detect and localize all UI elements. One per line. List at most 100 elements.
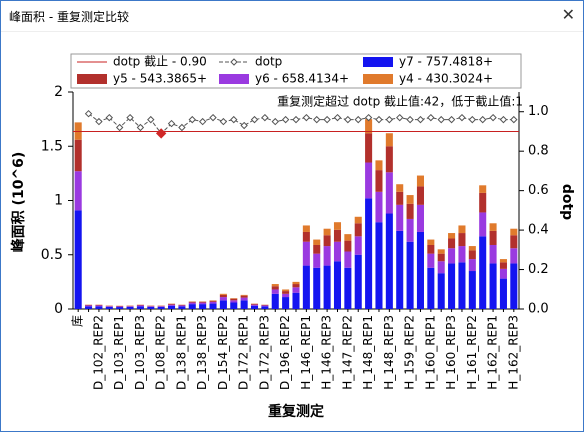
bar-segment xyxy=(334,261,341,309)
x-tick-label: D_103_REP1 xyxy=(112,315,126,390)
y2-tick-label: 1.0 xyxy=(528,104,549,119)
bar-segment xyxy=(344,241,351,252)
bar-segment xyxy=(168,305,175,306)
bar-segment xyxy=(365,198,372,309)
dotp-marker xyxy=(262,115,268,121)
x-tick-label: H_148_REP1 xyxy=(361,315,375,390)
x-tick-label: H_160_REP3 xyxy=(444,315,458,390)
x-tick-label: H_147_REP2 xyxy=(340,315,354,390)
bar-segment xyxy=(199,303,206,305)
bar-segment xyxy=(490,245,497,263)
bar-segment xyxy=(438,273,445,309)
dotp-marker xyxy=(334,115,340,121)
bar-segment xyxy=(106,306,113,307)
bar-segment xyxy=(469,250,476,259)
y-axis-label: 峰面积 (10^6) xyxy=(10,152,27,253)
bar-segment xyxy=(220,294,227,295)
bar-segment xyxy=(189,303,196,305)
dotp-marker xyxy=(324,117,330,123)
y-tick-label: 0 xyxy=(54,301,63,317)
legend-symbol xyxy=(363,74,393,84)
y2-tick-label: 0.2 xyxy=(528,262,549,277)
bar-segment xyxy=(189,304,196,309)
y-tick-label: 1.5 xyxy=(41,138,63,154)
y2-tick-label: 0.6 xyxy=(528,183,549,198)
bar-segment xyxy=(375,170,382,192)
bar-segment xyxy=(116,307,123,309)
dotp-marker xyxy=(200,119,206,125)
bar-segment xyxy=(303,225,310,232)
x-tick-label: D_138_REP3 xyxy=(195,315,209,390)
y-tick-label: 2 xyxy=(54,84,63,100)
bar-segment xyxy=(427,240,434,245)
legend-label: y7 - 757.4818+ xyxy=(399,55,493,69)
legend-symbol xyxy=(219,74,249,84)
dotp-marker xyxy=(449,117,455,123)
bar-segment xyxy=(230,302,237,309)
bar-segment xyxy=(365,133,372,162)
bar-segment xyxy=(251,304,258,305)
bar-segment xyxy=(230,300,237,302)
bar-segment xyxy=(417,176,424,187)
bar-segment xyxy=(510,235,517,248)
bar-segment xyxy=(292,284,299,287)
bar-segment xyxy=(324,246,331,266)
dotp-marker xyxy=(417,117,423,123)
x-tick-label: H_148_REP3 xyxy=(382,315,396,390)
bar-segment xyxy=(178,305,185,306)
bar-segment xyxy=(95,305,102,306)
bar-segment xyxy=(209,301,216,302)
bar-segment xyxy=(417,205,424,232)
dotp-marker xyxy=(117,125,123,131)
bar-segment xyxy=(417,232,424,309)
bar-segment xyxy=(355,217,362,224)
bar-segment xyxy=(313,268,320,309)
x-tick-label: D_172_REP1 xyxy=(237,315,251,390)
annotation: 重复测定超过 dotp 截止值:42，低于截止值:1 xyxy=(277,94,523,109)
bar-segment xyxy=(490,223,497,231)
dotp-marker xyxy=(241,123,247,129)
x-tick-label: H_146_REP1 xyxy=(299,315,313,390)
bar-segment xyxy=(261,305,268,306)
y-tick-label: 1 xyxy=(54,193,63,209)
bar-segment xyxy=(334,230,341,242)
bar-segment xyxy=(427,245,434,254)
bar-segment xyxy=(95,306,102,309)
bar-segment xyxy=(417,186,424,204)
window-title: 峰面积 - 重复测定比较 xyxy=(9,8,129,25)
bar-segment xyxy=(158,307,165,309)
bar-segment xyxy=(344,268,351,309)
bar-segment xyxy=(75,210,82,309)
bar-segment xyxy=(375,192,382,222)
x-tick-label: D_172_REP3 xyxy=(257,315,271,390)
bar-segment xyxy=(272,284,279,286)
y2-tick-label: 0.4 xyxy=(528,223,549,238)
dotp-marker xyxy=(438,117,444,123)
bar-segment xyxy=(324,235,331,246)
y2-tick-label: 0.0 xyxy=(528,302,549,317)
legend-label: y6 - 658.4134+ xyxy=(255,72,349,86)
bar-segment xyxy=(292,293,299,309)
bar-segment xyxy=(427,254,434,268)
close-button[interactable]: ✕ xyxy=(562,5,575,24)
bar-segment xyxy=(407,242,414,309)
bar-segment xyxy=(158,306,165,307)
bar-segment xyxy=(438,261,445,273)
bar-segment xyxy=(147,306,154,307)
x-tick-label: D_196_REP2 xyxy=(278,315,292,390)
x-tick-label: D_108_REP2 xyxy=(154,315,168,390)
bar-segment xyxy=(438,249,445,253)
bar-segment xyxy=(386,172,393,213)
bar-segment xyxy=(272,286,279,289)
bar-segment xyxy=(106,307,113,309)
bar-segment xyxy=(510,229,517,236)
x-tick-label: H_160_REP1 xyxy=(423,315,437,390)
dotp-marker xyxy=(157,129,166,138)
bar-segment xyxy=(500,262,507,269)
legend-symbol xyxy=(363,57,393,67)
dotp-marker xyxy=(96,119,102,125)
bar-segment xyxy=(178,305,185,306)
dotp-marker xyxy=(480,117,486,123)
bar-segment xyxy=(241,298,248,301)
x-tick-label: 库 xyxy=(70,315,85,327)
